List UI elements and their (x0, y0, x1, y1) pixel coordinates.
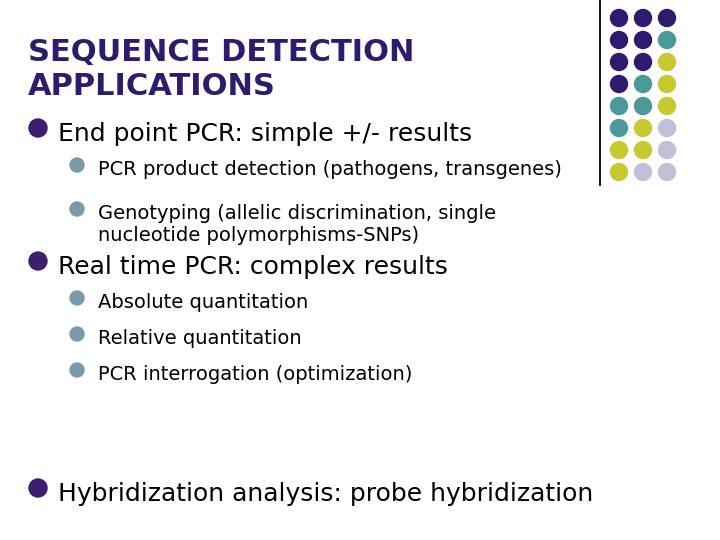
Circle shape (70, 327, 84, 341)
Circle shape (659, 98, 675, 114)
Circle shape (659, 31, 675, 49)
Text: Genotyping (allelic discrimination, single
nucleotide polymorphisms-SNPs): Genotyping (allelic discrimination, sing… (98, 204, 496, 245)
Circle shape (611, 141, 628, 159)
Circle shape (634, 141, 652, 159)
Text: End point PCR: simple +/- results: End point PCR: simple +/- results (58, 122, 472, 146)
Text: SEQUENCE DETECTION: SEQUENCE DETECTION (28, 38, 415, 67)
Circle shape (70, 202, 84, 216)
Circle shape (70, 291, 84, 305)
Circle shape (611, 164, 628, 180)
Circle shape (659, 10, 675, 26)
Circle shape (70, 158, 84, 172)
Circle shape (29, 479, 47, 497)
Circle shape (29, 119, 47, 137)
Text: Relative quantitation: Relative quantitation (98, 329, 302, 348)
Circle shape (634, 119, 652, 137)
Circle shape (70, 363, 84, 377)
Circle shape (611, 53, 628, 71)
Circle shape (611, 31, 628, 49)
Circle shape (659, 141, 675, 159)
Text: PCR interrogation (optimization): PCR interrogation (optimization) (98, 365, 413, 384)
Circle shape (634, 53, 652, 71)
Text: Absolute quantitation: Absolute quantitation (98, 293, 308, 312)
Circle shape (611, 10, 628, 26)
Circle shape (611, 98, 628, 114)
Text: APPLICATIONS: APPLICATIONS (28, 72, 276, 101)
Circle shape (659, 164, 675, 180)
Circle shape (634, 31, 652, 49)
Circle shape (634, 98, 652, 114)
Circle shape (659, 76, 675, 92)
Text: PCR product detection (pathogens, transgenes): PCR product detection (pathogens, transg… (98, 160, 562, 179)
Circle shape (634, 10, 652, 26)
Circle shape (634, 164, 652, 180)
Circle shape (634, 76, 652, 92)
Circle shape (659, 119, 675, 137)
Text: Real time PCR: complex results: Real time PCR: complex results (58, 255, 448, 279)
Circle shape (29, 252, 47, 270)
Text: Hybridization analysis: probe hybridization: Hybridization analysis: probe hybridizat… (58, 482, 593, 506)
Circle shape (659, 53, 675, 71)
Circle shape (611, 119, 628, 137)
Circle shape (611, 76, 628, 92)
